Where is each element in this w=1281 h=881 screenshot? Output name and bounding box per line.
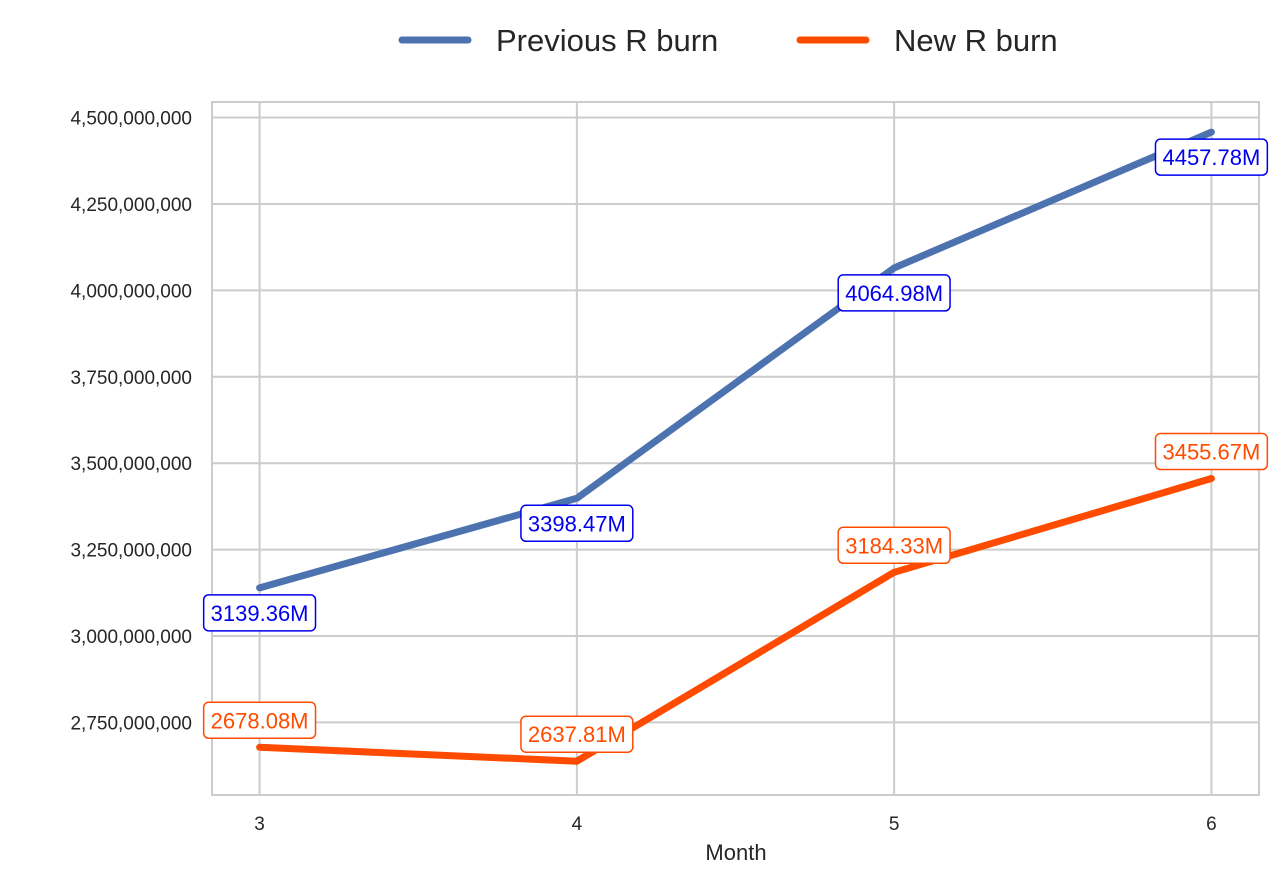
data-label-box <box>520 715 634 753</box>
y-tick-label: 3,750,000,000 <box>70 368 192 389</box>
data-label-text: 3455.67M <box>1162 440 1260 465</box>
legend-entry: New R burn <box>796 23 1058 58</box>
data-label: 3455.67M <box>1154 432 1269 471</box>
legend-label: New R burn <box>894 23 1058 58</box>
data-label-box <box>202 701 317 740</box>
plot-area-frame <box>211 101 1260 796</box>
data-label-box <box>837 526 951 565</box>
legend-label: Previous R burn <box>496 23 718 58</box>
series-line-1 <box>256 128 1215 592</box>
data-label: 3184.33M <box>837 526 951 565</box>
legend: Previous R burn New R burn <box>398 23 1058 58</box>
y-tick-label: 3,250,000,000 <box>70 541 192 562</box>
data-label-box <box>1154 432 1269 471</box>
axis-ticks: 2,750,000,000 3,000,000,000 3,250,000,000 3… <box>70 109 1216 835</box>
y-tick-label: 3,000,000,000 <box>70 627 192 648</box>
data-label: 2678.08M <box>202 701 317 740</box>
data-labels: 3139.36M 3398.47M 4064.98M 4457.78M 2678.08M… <box>202 138 1269 753</box>
data-label-box <box>837 274 951 312</box>
y-tick-label: 3,500,000,000 <box>70 454 192 475</box>
data-label: 2637.81M <box>520 715 634 753</box>
data-label-text: 3139.36M <box>211 601 309 626</box>
y-tick-label: 4,500,000,000 <box>70 109 192 130</box>
legend-entry: Previous R burn <box>398 23 718 58</box>
data-label: 3139.36M <box>202 594 317 632</box>
series-line-2 <box>256 475 1215 765</box>
data-label-box <box>520 504 634 543</box>
y-tick-label: 2,750,000,000 <box>70 713 192 734</box>
x-tick-label: 6 <box>1206 814 1217 835</box>
series-lines <box>256 128 1215 765</box>
y-tick-label: 4,250,000,000 <box>70 195 192 216</box>
data-label: 4064.98M <box>837 274 951 312</box>
data-label-text: 3184.33M <box>845 533 943 558</box>
data-label-text: 2678.08M <box>211 708 309 733</box>
data-label-box <box>202 594 317 632</box>
data-label-text: 3398.47M <box>528 511 626 536</box>
data-label-box <box>1154 138 1269 176</box>
y-tick-label: 4,000,000,000 <box>70 281 192 302</box>
data-label: 4457.78M <box>1154 138 1269 176</box>
data-label-text: 4064.98M <box>845 281 943 306</box>
x-tick-label: 3 <box>254 814 265 835</box>
grid-lines <box>212 102 1259 795</box>
x-tick-label: 4 <box>572 814 583 835</box>
data-label-text: 2637.81M <box>528 722 626 747</box>
x-axis-title: Month <box>705 840 766 865</box>
data-label: 3398.47M <box>520 504 634 543</box>
data-label-text: 4457.78M <box>1162 145 1260 170</box>
x-tick-label: 5 <box>889 814 900 835</box>
